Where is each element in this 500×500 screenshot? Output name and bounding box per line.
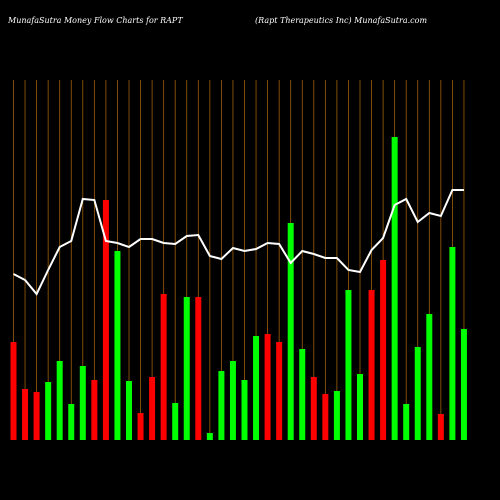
bar [322,394,329,440]
bar [380,260,387,440]
bar [437,414,444,440]
bar [10,342,17,440]
bar [45,382,52,440]
bar [264,334,271,440]
bar [299,349,306,440]
bar [56,361,63,440]
bar [206,433,213,440]
bar [149,377,156,440]
bar [172,403,179,440]
bar [460,329,467,440]
bar [403,404,410,440]
bar [160,294,167,440]
bar [183,297,190,440]
bar [345,290,352,440]
bar [102,200,109,440]
bar [449,247,456,440]
bar [33,392,40,440]
bar [253,336,260,440]
bar [276,342,283,440]
bar [91,380,98,440]
bar [126,381,132,440]
chart-header: MunafaSutra Money Flow Charts for RAPT (… [0,16,500,30]
bar [333,391,340,440]
bar [68,404,75,440]
bar [137,413,144,440]
bar [414,347,421,440]
bar [391,137,398,440]
bar [426,314,433,440]
bar [310,377,317,440]
bar [195,297,202,440]
bar [229,361,236,440]
bar [22,389,29,440]
bar [368,290,375,440]
chart-subtitle: (Rapt Therapeutics Inc) MunafaSutra.com [255,16,428,25]
bar [79,366,86,440]
bar [114,251,121,440]
bar [357,374,363,440]
bar [218,371,225,440]
bar [241,380,248,440]
money-flow-line [13,189,464,296]
bar [287,223,294,440]
chart-title: MunafaSutra Money Flow Charts for RAPT [8,16,183,25]
